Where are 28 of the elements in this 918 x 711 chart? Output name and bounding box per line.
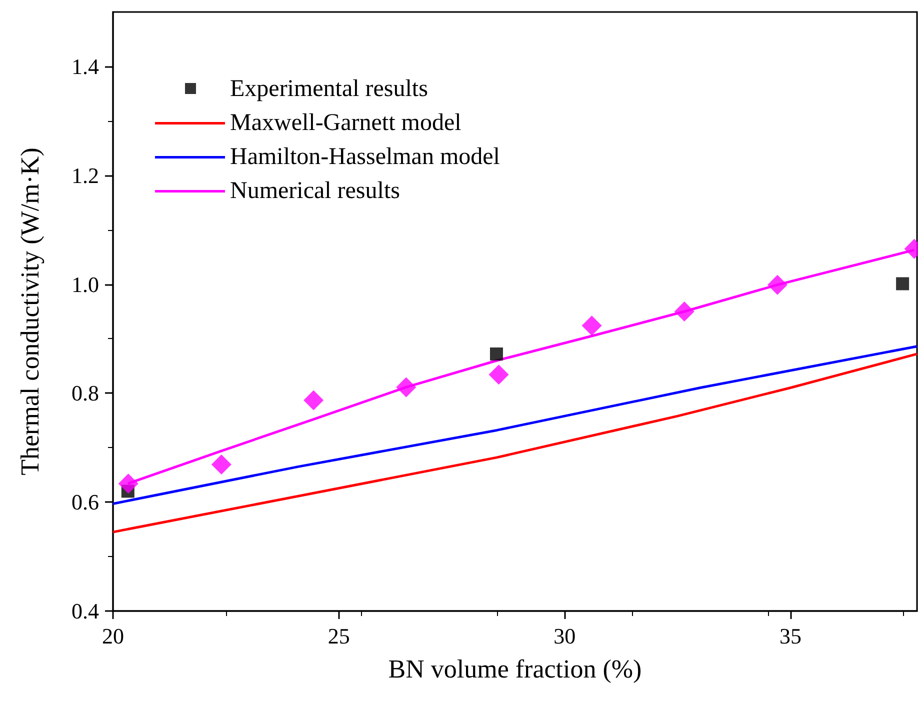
x-axis-title: BN volume fraction (%) xyxy=(388,654,642,684)
point xyxy=(396,377,416,398)
y-tick-label: 0.6 xyxy=(72,490,99,515)
point xyxy=(304,390,324,410)
point xyxy=(211,454,232,475)
point xyxy=(488,364,509,385)
point xyxy=(118,474,138,494)
line-series xyxy=(112,345,918,505)
legend-label: Experimental results xyxy=(230,76,428,102)
point xyxy=(767,274,788,295)
y-tick-label: 1.4 xyxy=(72,54,99,79)
x-tick-label: 30 xyxy=(554,624,576,648)
x-tick-label: 25 xyxy=(328,624,350,648)
legend-label: Hamilton-Hasselman model xyxy=(230,144,500,170)
y-axis-title: Thermal conductivity (W/m·K) xyxy=(16,148,44,476)
y-tick-label: 0.4 xyxy=(72,598,99,624)
legend-label: Maxwell-Garnett model xyxy=(230,110,462,136)
legend-label: Numerical results xyxy=(230,178,400,204)
point xyxy=(896,277,910,290)
point xyxy=(582,316,602,336)
point xyxy=(674,302,694,322)
y-tick-label: 1.2 xyxy=(72,162,99,188)
y-tick-label: 0.8 xyxy=(72,380,99,406)
point xyxy=(490,347,503,360)
line-series xyxy=(112,352,918,534)
x-tick-label: 20 xyxy=(102,624,124,648)
x-tick-label: 35 xyxy=(780,624,802,648)
y-tick-label: 1.0 xyxy=(72,272,99,297)
